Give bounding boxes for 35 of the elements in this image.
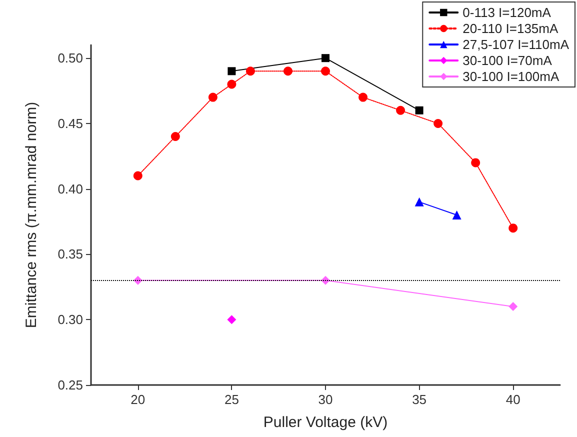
point [322, 54, 330, 62]
point [434, 118, 443, 128]
point [396, 106, 406, 115]
legend-label: 30-100 I=100mA [462, 69, 560, 84]
point [471, 158, 480, 168]
y-tick-label: 0.45 [58, 116, 83, 131]
point [170, 132, 180, 142]
y-axis-title: Emittance rms (π.mm.mrad norm) [23, 102, 40, 328]
y-tick-label: 0.35 [58, 246, 83, 262]
point [227, 80, 236, 89]
legend-label: 27,5-107 I=110mA [462, 37, 570, 52]
point [358, 92, 368, 102]
point [227, 315, 236, 324]
point [228, 67, 236, 76]
legend-label: 20-110 I=135mA [462, 21, 558, 36]
point [208, 92, 218, 102]
point [246, 66, 255, 76]
point [508, 224, 518, 233]
point [508, 302, 518, 312]
x-tick-label: 20 [130, 392, 146, 407]
point [133, 171, 142, 180]
point [283, 66, 292, 76]
x-tick-label: 40 [506, 392, 520, 407]
legend-label: 0-113 I=120mA [462, 5, 552, 20]
x-tick-label: 30 [318, 392, 333, 407]
y-tick-label: 0.50 [58, 50, 83, 66]
y-tick-label: 0.30 [58, 312, 83, 328]
point [415, 106, 424, 114]
y-tick-label: 0.40 [58, 181, 83, 196]
x-tick-label: 35 [412, 392, 427, 407]
x-tick-label: 25 [224, 392, 239, 407]
point [321, 66, 330, 76]
y-tick-label: 0.25 [58, 378, 83, 392]
legend-label: 30-100 I=70mA [462, 53, 552, 68]
x-axis-title: Puller Voltage (kV) [263, 414, 388, 431]
